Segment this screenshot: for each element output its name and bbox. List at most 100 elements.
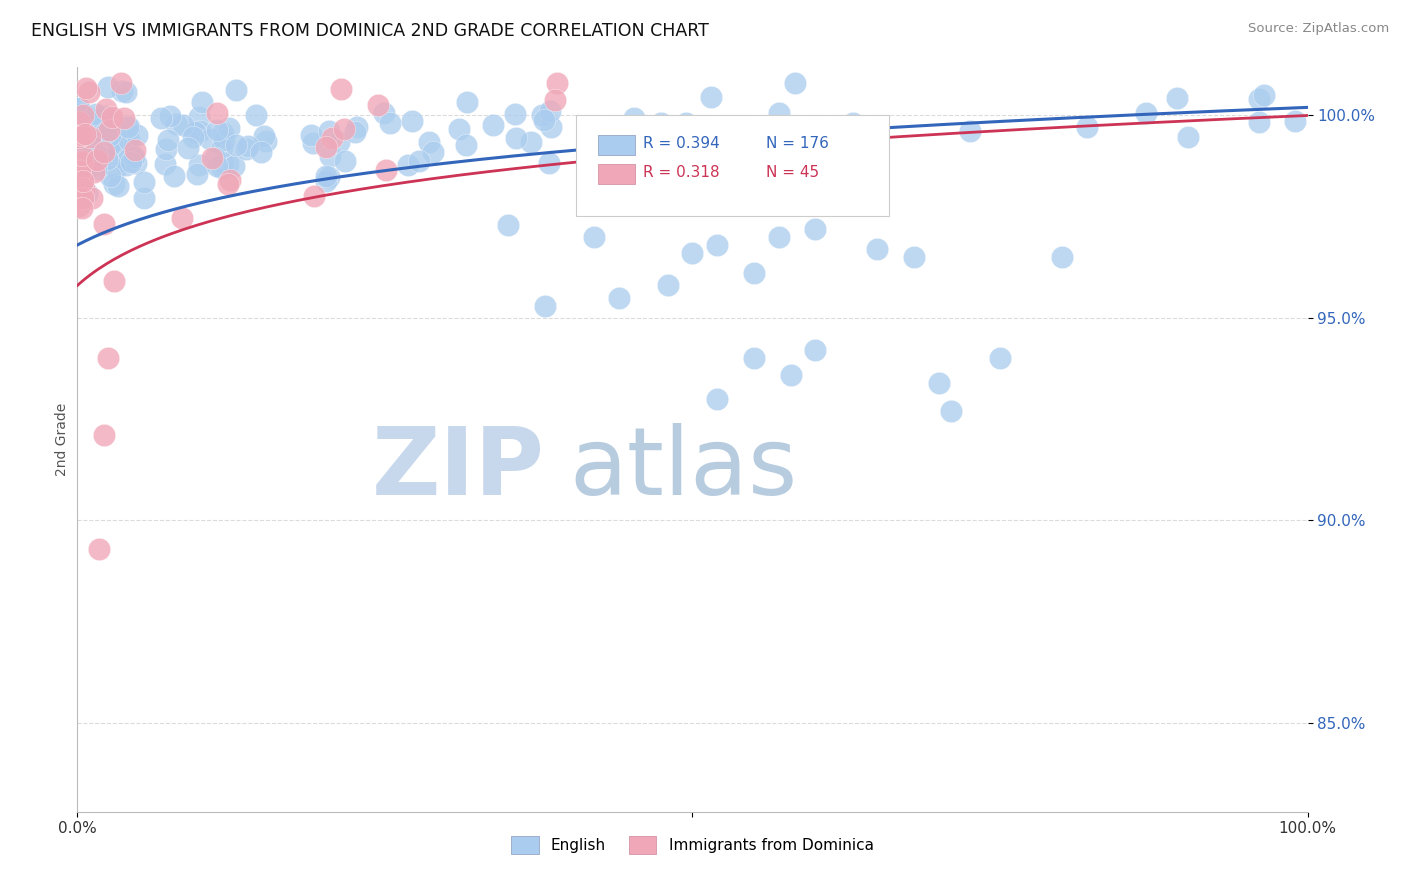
Point: [97, 79, 120, 94]
Point: [540, 120, 562, 134]
Point: [67, 117, 90, 131]
Point: [94, 125, 117, 139]
Point: [122, 151, 145, 165]
Point: [132, 191, 155, 205]
Point: [98, 169, 121, 184]
Point: [163, 169, 186, 184]
Point: [396, 159, 419, 173]
Point: [188, 124, 211, 138]
Point: [79, 131, 101, 145]
Point: [418, 135, 440, 149]
Point: [699, 123, 721, 137]
Point: [201, 151, 224, 165]
Legend: English, Immigrants from Dominica: English, Immigrants from Dominica: [505, 830, 880, 860]
Point: [114, 158, 136, 172]
Point: [86, 141, 108, 155]
Point: [626, 140, 648, 154]
Point: [67, 130, 90, 145]
Bar: [598, 136, 634, 155]
Point: [93, 428, 115, 442]
Point: [401, 114, 423, 128]
Point: [82, 191, 104, 205]
Point: [82, 136, 104, 151]
Point: [70, 153, 93, 168]
Point: [70, 181, 93, 195]
Point: [204, 151, 226, 165]
Point: [72, 108, 94, 122]
Point: [104, 143, 127, 157]
Point: [77, 133, 100, 147]
Point: [105, 161, 128, 175]
Point: [121, 147, 143, 161]
Point: [785, 76, 807, 90]
Point: [96, 143, 118, 157]
Point: [67, 115, 90, 129]
Point: [939, 404, 962, 418]
Point: [93, 145, 115, 160]
Point: [155, 157, 177, 171]
Point: [89, 541, 111, 556]
Point: [67, 199, 90, 213]
Point: [134, 175, 156, 189]
Point: [903, 250, 925, 264]
Point: [318, 170, 340, 185]
Point: [73, 181, 96, 195]
Point: [742, 351, 765, 366]
Point: [222, 160, 245, 174]
Point: [544, 94, 567, 108]
Point: [98, 137, 121, 152]
Point: [546, 76, 568, 90]
Point: [87, 112, 110, 127]
Text: Source: ZipAtlas.com: Source: ZipAtlas.com: [1249, 22, 1389, 36]
Point: [76, 117, 98, 131]
Point: [80, 139, 103, 153]
Point: [94, 102, 117, 116]
Point: [505, 131, 527, 145]
Point: [76, 154, 98, 169]
Point: [183, 126, 205, 140]
Point: [623, 111, 645, 125]
Point: [103, 177, 125, 191]
Point: [530, 107, 553, 121]
Point: [321, 130, 343, 145]
Point: [86, 140, 108, 154]
Point: [218, 121, 240, 136]
Point: [333, 153, 356, 168]
Point: [67, 178, 90, 193]
Point: [346, 120, 368, 135]
Point: [89, 157, 111, 171]
Point: [456, 138, 478, 153]
Point: [86, 148, 108, 162]
Point: [69, 144, 91, 158]
Point: [329, 82, 352, 96]
Point: [118, 132, 141, 146]
Point: [959, 124, 981, 138]
Point: [328, 136, 350, 150]
Point: [447, 121, 470, 136]
Point: [101, 136, 124, 151]
Point: [768, 230, 790, 244]
Point: [70, 154, 93, 169]
Point: [236, 138, 259, 153]
FancyBboxPatch shape: [575, 115, 890, 216]
Point: [118, 145, 141, 160]
Point: [503, 107, 526, 121]
Point: [83, 112, 105, 127]
Point: [100, 110, 122, 124]
Point: [315, 174, 337, 188]
Point: [249, 145, 271, 160]
Point: [655, 130, 678, 145]
Point: [124, 143, 146, 157]
Point: [253, 129, 276, 144]
Point: [538, 155, 561, 169]
Point: [67, 106, 90, 120]
Point: [408, 154, 430, 169]
Point: [219, 173, 242, 187]
Point: [657, 278, 679, 293]
Point: [866, 242, 889, 256]
Point: [79, 85, 101, 99]
Point: [315, 169, 337, 183]
Point: [70, 132, 93, 146]
Point: [207, 123, 229, 137]
Point: [666, 136, 689, 150]
